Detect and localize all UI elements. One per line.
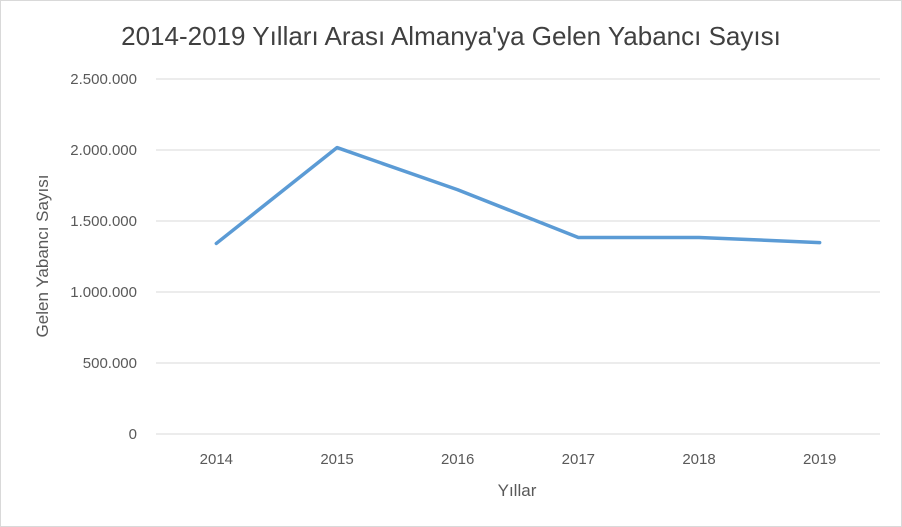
y-tick-label: 0: [129, 426, 137, 443]
y-tick-label: 2.000.000: [70, 142, 137, 159]
gridlines: [156, 78, 880, 435]
x-tick-label: 2019: [803, 451, 836, 468]
x-axis-title: Yıllar: [497, 481, 537, 500]
chart-title: 2014-2019 Yılları Arası Almanya'ya Gelen…: [121, 21, 781, 51]
x-tick-labels: 2014 2015 2016 2017 2018 2019: [200, 451, 837, 468]
x-tick-label: 2017: [562, 451, 595, 468]
y-tick-labels: 0 500.000 1.000.000 1.500.000 2.000.000 2.500…: [70, 71, 137, 443]
series-line: [214, 145, 822, 246]
x-tick-label: 2014: [200, 451, 233, 468]
y-tick-label: 2.500.000: [70, 71, 137, 88]
series-layer: [214, 145, 822, 246]
y-tick-label: 500.000: [83, 355, 137, 372]
y-tick-label: 1.000.000: [70, 284, 137, 301]
y-tick-label: 1.500.000: [70, 213, 137, 230]
x-tick-label: 2016: [441, 451, 474, 468]
x-tick-label: 2018: [682, 451, 715, 468]
x-tick-label: 2015: [320, 451, 353, 468]
